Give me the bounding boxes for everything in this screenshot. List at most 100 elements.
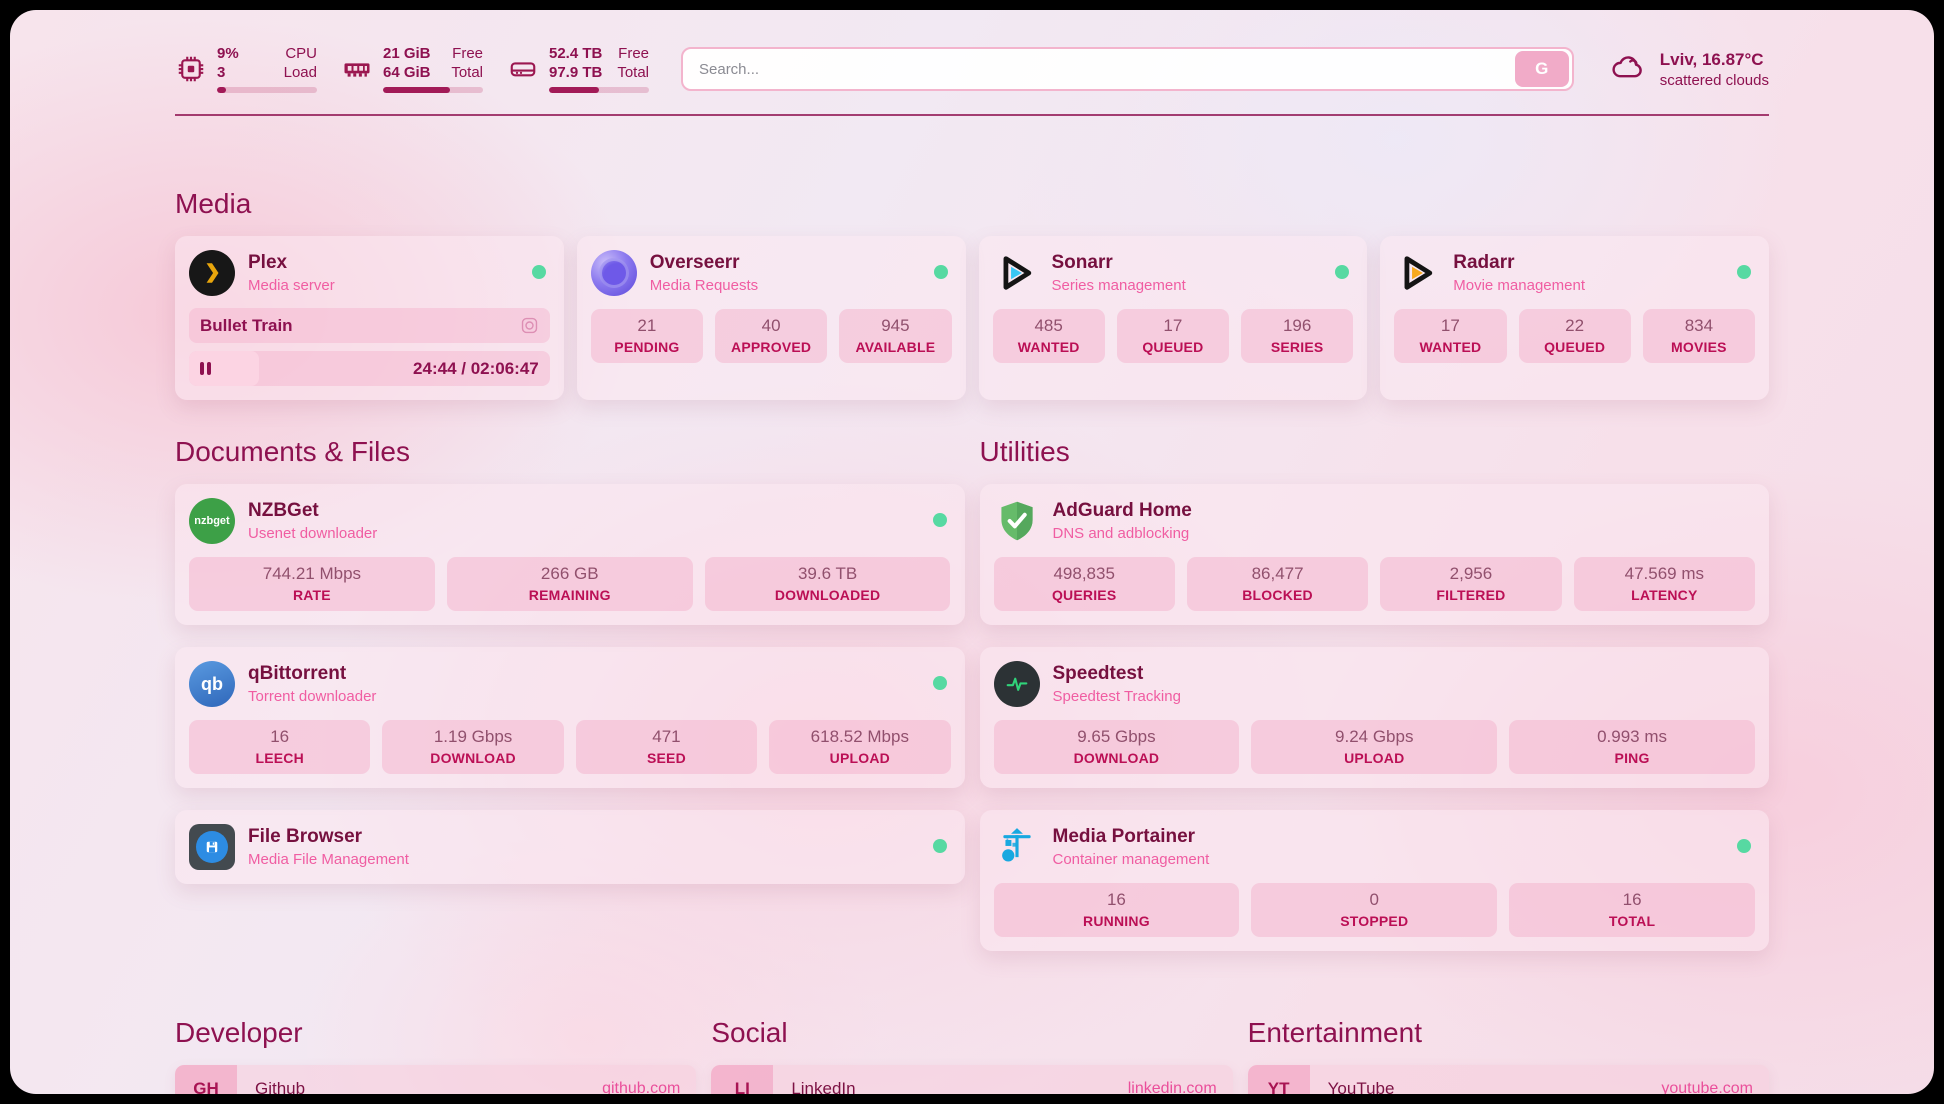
stat-label: AVAILABLE	[855, 339, 936, 355]
stat-downloaded: 39.6 TB DOWNLOADED	[704, 557, 951, 611]
bookmark-url: linkedin.com	[1127, 1079, 1217, 1095]
stat-value: 744.21 Mbps	[262, 564, 362, 583]
section-title-entertainment: Entertainment	[1247, 1017, 1422, 1048]
stat-value: 618.52 Mbps	[810, 727, 909, 746]
cpu-load-label: Load	[283, 63, 317, 81]
stat-label: QUEUED	[1544, 339, 1606, 355]
stat-total: 16 TOTAL	[1509, 883, 1755, 937]
search-bar: G	[681, 47, 1574, 91]
bookmark-youtube[interactable]: YT YouTube youtube.com	[1247, 1065, 1769, 1095]
now-playing-title: Bullet Train	[200, 315, 293, 335]
disk-widget: 52.4 TB Free 97.9 TB Total	[507, 45, 649, 94]
stat-value: 22	[1565, 316, 1585, 335]
disk-total-value: 97.9 TB	[549, 63, 603, 81]
header-divider	[175, 114, 1769, 116]
stat-label: TOTAL	[1608, 913, 1656, 929]
dashboard-root: 9% CPU 3 Load	[10, 10, 1934, 1094]
stat-label: LEECH	[255, 750, 304, 766]
service-name: Radarr	[1453, 252, 1515, 273]
cpu-progress-bar	[217, 87, 317, 94]
system-widgets: 9% CPU 3 Load	[175, 45, 649, 94]
service-description: Media server	[248, 277, 335, 294]
cpu-usage-value: 9%	[217, 44, 239, 62]
card-radarr[interactable]: Radarr Movie management 17 WANTED 22 QUE…	[1380, 236, 1769, 400]
service-description: Usenet downloader	[248, 525, 378, 542]
stat-value: 471	[652, 727, 681, 746]
stat-value: 39.6 TB	[797, 564, 858, 583]
stat-value: 17	[1440, 316, 1460, 335]
stat-filtered: 2,956 FILTERED	[1380, 557, 1562, 611]
stat-label: SEED	[646, 750, 686, 766]
stat-rate: 744.21 Mbps RATE	[189, 557, 435, 611]
cpu-widget: 9% CPU 3 Load	[175, 45, 317, 94]
top-bar: 9% CPU 3 Load	[175, 40, 1769, 98]
ram-free-label: Free	[452, 44, 483, 62]
card-nzbget[interactable]: nzbget NZBGet Usenet downloader 744.21 M…	[175, 484, 965, 625]
search-engine-button[interactable]: G	[1514, 51, 1569, 87]
bookmark-linkedin[interactable]: LI LinkedIn linkedin.com	[711, 1065, 1233, 1095]
stat-label: SERIES	[1270, 339, 1324, 355]
bookmark-abbr: GH	[175, 1065, 237, 1094]
disk-icon	[507, 53, 539, 85]
service-name: Speedtest	[1052, 663, 1144, 684]
section-title-documents: Documents & Files	[175, 436, 410, 467]
bookmark-url: youtube.com	[1661, 1079, 1753, 1095]
stat-value: 1.19 Gbps	[433, 727, 513, 746]
ram-widget: 21 GiB Free 64 GiB Total	[341, 45, 483, 94]
card-plex[interactable]: Plex Media server Bullet Train	[175, 236, 564, 400]
stat-value: 2,956	[1449, 564, 1493, 583]
search-input[interactable]	[699, 60, 1515, 78]
section-social: Social LI LinkedIn linkedin.com TW Twitt…	[711, 1017, 1233, 1095]
nzbget-icon: nzbget	[189, 498, 235, 544]
radarr-icon	[1394, 250, 1440, 296]
card-filebrowser[interactable]: File Browser Media File Management	[175, 810, 965, 884]
stat-label: RUNNING	[1083, 913, 1150, 929]
ram-total-label: Total	[451, 63, 483, 81]
disk-total-label: Total	[617, 63, 649, 81]
service-description: DNS and adblocking	[1052, 525, 1190, 542]
playback-progress-row[interactable]: 24:44 / 02:06:47	[189, 351, 550, 386]
stat-value: 834	[1684, 316, 1714, 335]
cpu-load-value: 3	[217, 63, 226, 81]
stat-label: UPLOAD	[1344, 750, 1405, 766]
service-description: Series management	[1051, 277, 1186, 294]
stat-label: UPLOAD	[829, 750, 890, 766]
overseerr-icon	[590, 250, 637, 296]
stat-label: DOWNLOAD	[430, 750, 516, 766]
card-sonarr[interactable]: Sonarr Series management 485 WANTED 17 Q…	[978, 236, 1368, 400]
card-qbittorrent[interactable]: qb qBittorrent Torrent downloader 16 LEE…	[175, 647, 965, 788]
card-portainer[interactable]: Media Portainer Container management 16 …	[979, 810, 1769, 951]
stat-approved: 40 APPROVED	[715, 309, 828, 363]
card-speedtest[interactable]: Speedtest Speedtest Tracking 9.65 Gbps D…	[979, 647, 1769, 788]
stat-movies: 834 MOVIES	[1642, 309, 1755, 363]
bookmark-name: Github	[255, 1078, 306, 1095]
card-overseerr[interactable]: Overseerr Media Requests 21 PENDING 40 A…	[576, 236, 966, 400]
ram-progress-bar	[383, 87, 483, 94]
stat-download: 1.19 Gbps DOWNLOAD	[382, 720, 564, 774]
stat-value: 17	[1163, 316, 1183, 335]
stat-label: APPROVED	[731, 339, 812, 355]
service-name: Plex	[248, 252, 288, 273]
weather-widget[interactable]: Lviv, 16.87°C scattered clouds	[1608, 50, 1769, 89]
stat-latency: 47.569 ms LATENCY	[1573, 557, 1755, 611]
section-media: Media Plex Media server	[175, 188, 1769, 400]
stat-value: 9.24 Gbps	[1335, 727, 1414, 746]
section-title-social: Social	[711, 1017, 788, 1048]
stat-label: FILTERED	[1436, 587, 1506, 603]
section-developer: Developer GH Github github.com SO StackO…	[175, 1017, 697, 1095]
now-playing-icon	[520, 316, 539, 335]
stat-label: DOWNLOAD	[1073, 750, 1160, 766]
bookmark-github[interactable]: GH Github github.com	[175, 1065, 697, 1095]
pause-icon[interactable]	[200, 362, 211, 375]
stat-label: BLOCKED	[1242, 587, 1313, 603]
status-dot	[932, 676, 947, 690]
stat-pending: 21 PENDING	[590, 309, 703, 363]
stat-value: 16	[270, 727, 290, 746]
stat-value: 40	[761, 316, 781, 335]
stat-download: 9.65 Gbps DOWNLOAD	[993, 720, 1240, 774]
service-name: File Browser	[248, 826, 363, 847]
service-description: Media Requests	[649, 277, 759, 294]
stat-label: RATE	[292, 587, 331, 603]
card-adguard[interactable]: AdGuard Home DNS and adblocking 498,835 …	[979, 484, 1769, 625]
stat-ping: 0.993 ms PING	[1509, 720, 1755, 774]
